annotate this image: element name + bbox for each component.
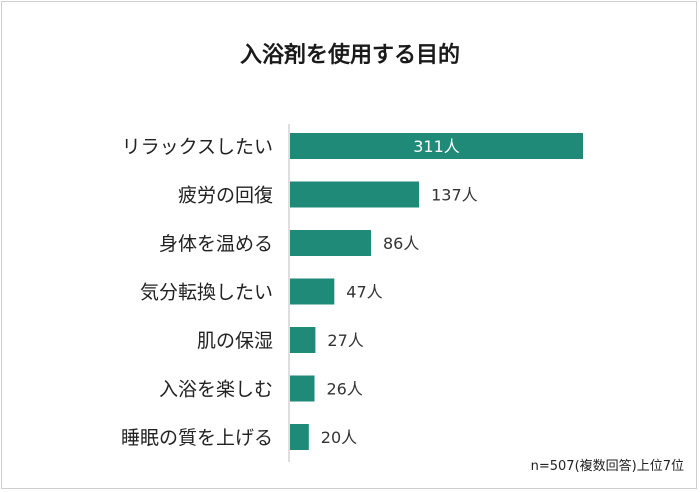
category-label-1: リラックスしたい: [122, 136, 273, 158]
sample-size-note: n=507(複数回答)上位7位: [531, 458, 684, 474]
bar-2: [290, 181, 420, 208]
category-label-2: 疲労の回復: [178, 185, 273, 207]
bar-5: [290, 327, 316, 353]
value-label-2: 137人: [431, 186, 478, 205]
value-label-4: 47人: [346, 283, 382, 302]
category-label-5: 肌の保湿: [197, 330, 273, 352]
bar-6: [290, 375, 315, 402]
category-label-4: 気分転換したい: [140, 282, 273, 304]
value-label-6: 26人: [327, 380, 363, 399]
bar-7: [290, 424, 309, 450]
bar-1: [290, 133, 583, 159]
value-label-1: 311人: [413, 137, 460, 156]
bar-4: [290, 278, 335, 305]
value-label-7: 20人: [321, 428, 357, 447]
category-label-7: 睡眠の質を上げる: [121, 427, 273, 449]
value-label-5: 27人: [327, 331, 363, 350]
bar-3: [290, 230, 371, 256]
category-label-6: 入浴を楽しむ: [159, 379, 273, 401]
chart-title: 入浴剤を使用する目的: [240, 42, 460, 68]
value-label-3: 86人: [383, 234, 419, 253]
category-label-3: 身体を温める: [159, 233, 273, 255]
